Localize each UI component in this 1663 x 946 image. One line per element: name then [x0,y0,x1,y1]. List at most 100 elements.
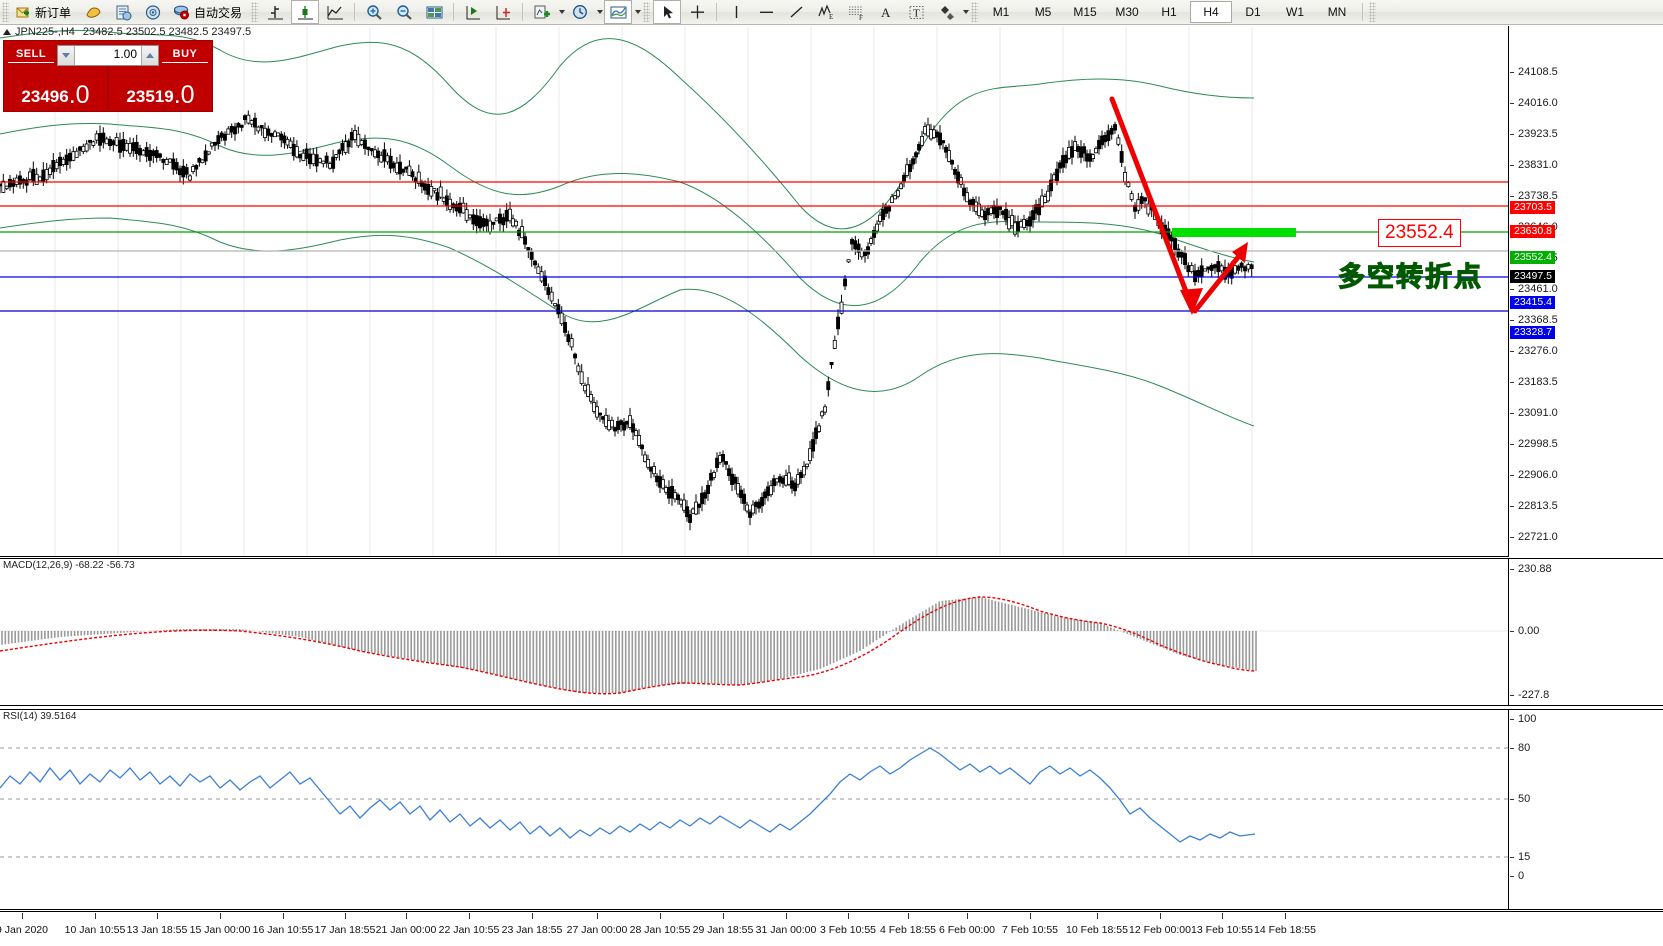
candle-body [1106,130,1111,141]
timeframe-m15[interactable]: M15 [1073,5,1097,19]
price-chart-pane[interactable] [0,26,1508,557]
buy-button[interactable]: BUY [162,48,208,63]
sell-price[interactable]: 23496 .0 [4,67,107,109]
one-click-trading-panel[interactable]: SELL 1.00 BUY 23496 .0 23519 .0 [3,40,213,112]
shapes-button[interactable] [932,0,960,24]
cursor-button[interactable] [653,0,682,24]
toolbar-grip[interactable] [2,2,9,22]
price-annotation-box[interactable]: 23552.4 [1378,219,1461,247]
toolbar-grip-5[interactable] [1369,2,1377,22]
toolbar-grip-3[interactable] [643,2,651,22]
line-chart-button[interactable] [321,0,349,24]
rsi-pane[interactable]: RSI(14) 39.5164 [0,709,1508,910]
elliott-wave-button[interactable]: E [812,0,840,24]
time-axis-label: 12 Feb 00:00 [1129,924,1191,936]
candle-body [1219,265,1224,272]
sell-button[interactable]: SELL [8,48,54,63]
price-tick: 23183.5 [1509,376,1558,388]
period-button[interactable] [566,0,594,24]
new-order-button[interactable]: 新订单 [12,0,77,24]
shapes-caret-icon[interactable] [963,10,970,14]
candle-body [1,180,6,193]
candle-body [101,132,106,143]
text-label-button[interactable]: T [902,0,930,24]
period-caret-icon[interactable] [597,10,604,14]
candle-body [793,482,797,492]
candle-body [297,154,302,159]
candle-body [634,430,638,437]
time-axis[interactable]: 9 Jan 2020 10 Jan 10:55 13 Jan 18:55 15 Jan… [0,911,1663,946]
price-axis-scale[interactable]: 24108.524016.023923.523831.023738.523646… [1508,26,1663,574]
chart-shift-button[interactable] [459,0,487,24]
candlestick-chart-button[interactable] [291,0,320,24]
timeframe-mn[interactable]: MN [1327,5,1347,19]
chinese-annotation-text[interactable]: 多空转折点 [1337,261,1483,293]
candle-body [846,259,851,263]
toolbar-grip-4[interactable] [971,2,979,22]
expert-advisor-button[interactable] [79,0,107,24]
volume-decrease-button[interactable] [58,46,75,65]
candle-body [41,169,46,183]
current-price-tag[interactable]: 23497.5 [1510,270,1555,283]
templates-caret-icon[interactable] [635,10,642,14]
rsi-label: RSI(14) 39.5164 [3,711,77,722]
timeframe-w1[interactable]: W1 [1286,5,1305,19]
text-button[interactable]: A [872,0,900,24]
toolbar-separator-4 [716,3,718,21]
bar-chart-button[interactable] [261,0,289,24]
candle-body [232,126,237,135]
candle-body [484,218,489,227]
timeframe-d1[interactable]: D1 [1245,5,1261,19]
support-level-tag[interactable]: 23552.4 [1510,251,1555,264]
volume-input[interactable]: 1.00 [113,47,137,61]
indicators-caret-icon[interactable] [559,10,566,14]
collapse-triangle-icon[interactable] [3,28,11,35]
blue-level-tag[interactable]: 23415.4 [1510,296,1555,309]
tile-windows-button[interactable] [420,0,448,24]
vertical-line-button[interactable] [722,0,750,24]
data-window-button[interactable] [109,0,137,24]
candle-body [376,150,381,159]
resistance-level-tag[interactable]: 23703.5 [1510,201,1555,214]
candle-body [410,171,415,178]
fibonacci-button[interactable]: F [842,0,870,24]
macd-pane[interactable]: MACD(12,26,9) -68.22 -56.73 [0,558,1508,706]
trendline-button[interactable] [782,0,810,24]
zoom-in-button[interactable] [360,0,388,24]
candle-body [314,154,319,167]
navigator-button[interactable] [139,0,167,24]
candle-body [222,133,227,141]
chart-shift-icon [466,5,480,19]
blue-level-2-tag[interactable]: 23328.7 [1510,326,1555,339]
crosshair-button[interactable] [683,0,711,24]
volume-increase-button[interactable] [141,46,158,65]
indicators-button[interactable] [528,0,556,24]
svg-text:T: T [913,7,920,19]
timeframe-m5[interactable]: M5 [1034,5,1052,19]
timeframe-m1[interactable]: M1 [992,5,1010,19]
candle-body [252,117,257,128]
candle-body [917,144,921,151]
resistance-level-2-tag[interactable]: 23630.8 [1510,225,1555,238]
candle-body [282,135,287,144]
zoom-out-button[interactable] [390,0,418,24]
candle-body [184,167,189,175]
toolbar-grip-2[interactable] [251,2,259,22]
time-axis-label: 15 Jan 00:00 [189,924,251,936]
volume-stepper[interactable]: 1.00 [57,45,159,66]
candle-body [787,472,791,485]
timeframe-h1[interactable]: H1 [1161,5,1177,19]
auto-scroll-button[interactable] [489,0,517,24]
buy-price[interactable]: 23519 .0 [107,67,212,109]
candle-body [356,133,361,147]
candle-body [543,275,547,287]
candle-body [856,243,861,253]
auto-trading-button[interactable]: 自动交易 [169,0,248,24]
horizontal-line-button[interactable] [752,0,780,24]
candle-body [853,240,858,250]
candle-body [447,198,452,210]
macd-canvas [0,596,1508,695]
timeframe-m30[interactable]: M30 [1115,5,1139,19]
templates-button[interactable] [604,0,633,24]
timeframe-h4[interactable]: H4 [1190,1,1233,23]
